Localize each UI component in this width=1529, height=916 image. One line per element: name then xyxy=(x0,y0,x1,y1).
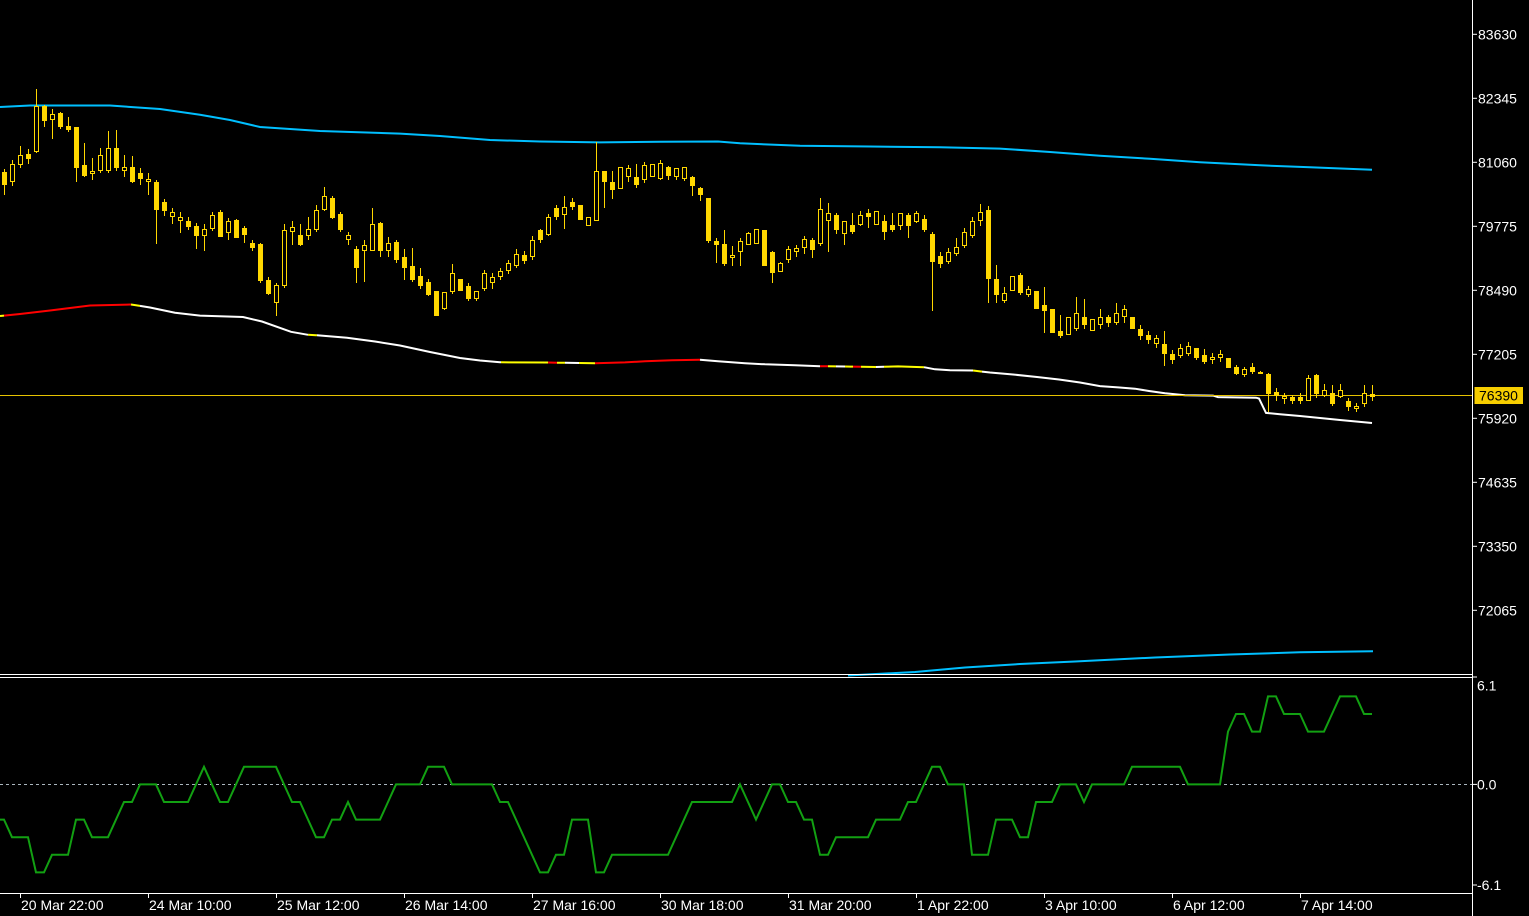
svg-text:-6.1: -6.1 xyxy=(1477,877,1501,893)
svg-text:81060: 81060 xyxy=(1478,154,1517,170)
svg-text:1 Apr 22:00: 1 Apr 22:00 xyxy=(917,897,989,913)
svg-text:77205: 77205 xyxy=(1478,346,1517,362)
svg-text:7 Apr 14:00: 7 Apr 14:00 xyxy=(1301,897,1373,913)
svg-text:79775: 79775 xyxy=(1478,218,1517,234)
svg-text:26 Mar 14:00: 26 Mar 14:00 xyxy=(405,897,488,913)
svg-text:30 Mar 18:00: 30 Mar 18:00 xyxy=(661,897,744,913)
svg-text:0.0: 0.0 xyxy=(1477,776,1497,792)
svg-text:78490: 78490 xyxy=(1478,282,1517,298)
svg-text:24 Mar 10:00: 24 Mar 10:00 xyxy=(149,897,232,913)
svg-text:3 Apr 10:00: 3 Apr 10:00 xyxy=(1045,897,1117,913)
svg-text:83630: 83630 xyxy=(1478,26,1517,42)
svg-text:25 Mar 12:00: 25 Mar 12:00 xyxy=(277,897,360,913)
svg-text:72065: 72065 xyxy=(1478,602,1517,618)
svg-text:82345: 82345 xyxy=(1478,90,1517,106)
svg-text:76390: 76390 xyxy=(1479,388,1518,404)
svg-text:27 Mar 16:00: 27 Mar 16:00 xyxy=(533,897,616,913)
svg-text:20 Mar 22:00: 20 Mar 22:00 xyxy=(21,897,104,913)
svg-text:6.1: 6.1 xyxy=(1477,678,1497,694)
svg-text:73350: 73350 xyxy=(1478,538,1517,554)
svg-text:6 Apr 12:00: 6 Apr 12:00 xyxy=(1173,897,1245,913)
svg-text:75920: 75920 xyxy=(1478,410,1517,426)
svg-text:31 Mar 20:00: 31 Mar 20:00 xyxy=(789,897,872,913)
svg-text:74635: 74635 xyxy=(1478,474,1517,490)
